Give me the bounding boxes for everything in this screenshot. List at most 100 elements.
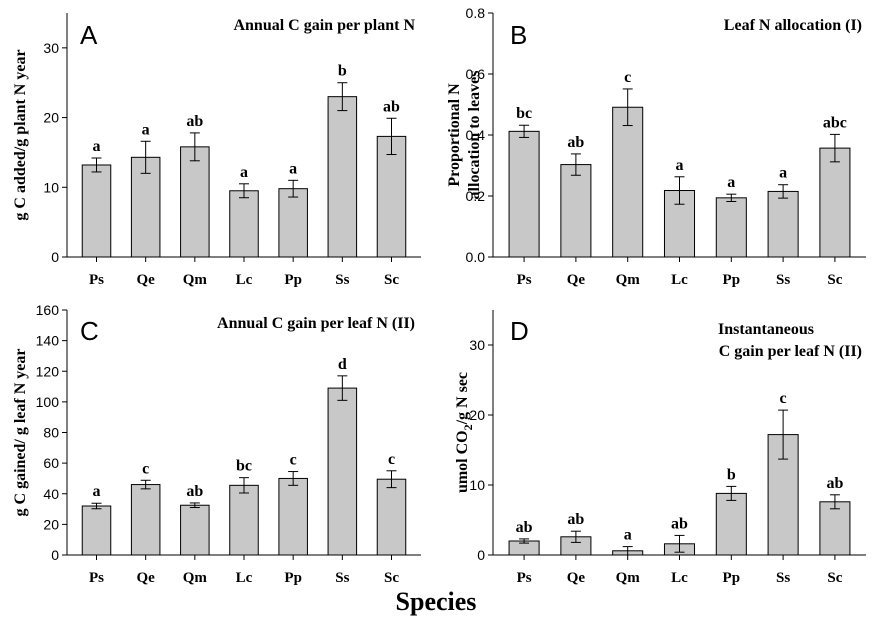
panel-letter: B bbox=[510, 20, 527, 50]
y-tick-label: 10 bbox=[43, 179, 59, 195]
y-tick-label: 0.2 bbox=[466, 188, 486, 204]
y-axis-label-line-1: Proportional N bbox=[446, 83, 463, 187]
significance-label: a bbox=[624, 527, 632, 544]
bar-pp bbox=[715, 197, 747, 258]
y-tick-label: 0.8 bbox=[466, 5, 486, 21]
x-tick-label: Qe bbox=[567, 570, 586, 586]
x-tick-label: Ps bbox=[89, 272, 104, 288]
x-tick-label: Pp bbox=[284, 570, 302, 586]
x-tick-label: Lc bbox=[236, 272, 253, 288]
y-tick-label: 60 bbox=[43, 455, 59, 471]
x-tick-label: Sc bbox=[827, 570, 842, 586]
significance-label: a bbox=[240, 164, 248, 181]
x-tick-label: Sc bbox=[827, 272, 842, 288]
significance-label: abc bbox=[823, 114, 847, 131]
x-tick-label: Pp bbox=[284, 272, 302, 288]
panel-d: 0 10 20 30 Ps ab Qe ab Qm a Lc ab Pp b Ss c Sc ab D Instant… bbox=[454, 310, 866, 586]
x-tick-label: Lc bbox=[236, 570, 253, 586]
panel-letter: C bbox=[80, 316, 99, 346]
x-tick-label: Ss bbox=[335, 272, 349, 288]
significance-label: a bbox=[93, 138, 101, 155]
bar-pp bbox=[278, 188, 308, 258]
bar-ss bbox=[767, 190, 799, 258]
significance-label: c bbox=[388, 451, 395, 468]
significance-label: ab bbox=[671, 515, 688, 532]
significance-label: c bbox=[290, 452, 297, 469]
y-tick-label: 30 bbox=[43, 40, 59, 56]
panel-title: Annual C gain per leaf N (II) bbox=[217, 315, 415, 332]
significance-label: a bbox=[289, 160, 297, 177]
y-axis-label-subscript: 2 bbox=[461, 424, 475, 430]
x-tick-label: Qm bbox=[183, 570, 208, 586]
bar-ps bbox=[508, 130, 540, 258]
bar-qe bbox=[130, 484, 161, 556]
x-tick-label: Qm bbox=[616, 570, 641, 586]
panel-title-line-2: C gain per leaf N (II) bbox=[719, 343, 862, 360]
y-axis-label: g C gained/ g leaf N year bbox=[12, 349, 29, 517]
x-tick-label: Pp bbox=[723, 570, 741, 586]
bar-qm bbox=[612, 106, 644, 258]
y-tick-label: 0 bbox=[477, 547, 485, 563]
y-tick-label: 120 bbox=[36, 363, 60, 379]
panel-title: Leaf N allocation (I) bbox=[724, 17, 862, 34]
x-tick-label: Pp bbox=[723, 272, 741, 288]
bar-lc bbox=[229, 484, 259, 556]
y-tick-label: 140 bbox=[36, 333, 60, 349]
bar-pp bbox=[715, 492, 747, 556]
bar-ps bbox=[81, 164, 112, 258]
y-axis-label-part: umol CO bbox=[454, 430, 471, 493]
significance-label: a bbox=[142, 121, 150, 138]
bar-qe bbox=[560, 164, 592, 258]
panel-letter: A bbox=[80, 20, 98, 50]
significance-label: a bbox=[779, 165, 787, 182]
significance-label: ab bbox=[567, 134, 584, 151]
y-tick-label: 0.6 bbox=[466, 66, 486, 82]
y-axis-label: g C added/g plant N year bbox=[12, 49, 29, 220]
x-tick-label: Qe bbox=[137, 272, 156, 288]
significance-label: ab bbox=[186, 483, 203, 500]
x-tick-label: Ss bbox=[776, 272, 790, 288]
y-tick-label: 80 bbox=[43, 425, 59, 441]
bar-ps bbox=[81, 505, 112, 556]
y-tick-label: 0.4 bbox=[466, 127, 486, 143]
x-tick-label: Qm bbox=[183, 272, 208, 288]
significance-label: ab bbox=[186, 113, 203, 130]
significance-label: ab bbox=[383, 98, 400, 115]
panel-title: Annual C gain per plant N bbox=[233, 17, 415, 34]
bar-sc bbox=[376, 478, 407, 556]
panel-a: 0 10 20 30 Ps a Qe a Qm ab Lc a Pp a Ss b Sc ab A Annual C … bbox=[12, 13, 421, 288]
x-tick-label: Ps bbox=[89, 570, 104, 586]
bar-qm bbox=[180, 504, 210, 556]
significance-label: a bbox=[676, 157, 684, 174]
x-tick-label: Ss bbox=[776, 570, 790, 586]
bar-sc bbox=[376, 135, 407, 258]
significance-label: bc bbox=[236, 458, 252, 475]
y-axis-label: umol CO2/g N sec bbox=[454, 372, 475, 493]
bar-pp bbox=[278, 477, 308, 556]
y-tick-label: 0 bbox=[51, 249, 59, 265]
bar-ss bbox=[327, 96, 358, 258]
significance-label: b bbox=[338, 63, 347, 80]
significance-label: c bbox=[142, 460, 149, 477]
significance-label: c bbox=[780, 390, 787, 407]
y-tick-label: 20 bbox=[43, 516, 59, 532]
significance-label: d bbox=[338, 356, 347, 373]
y-tick-label: 160 bbox=[36, 302, 60, 318]
x-tick-label: Sc bbox=[384, 272, 399, 288]
significance-label: ab bbox=[567, 511, 584, 528]
x-tick-label: Sc bbox=[384, 570, 399, 586]
x-tick-label: Lc bbox=[671, 570, 688, 586]
panel-c: 0 20 40 60 80 100 120 140 160 Ps a Qe c Qm ab Lc bc Pp c Ss… bbox=[12, 302, 421, 586]
x-axis-label: Species bbox=[396, 587, 477, 616]
x-tick-label: Ss bbox=[335, 570, 349, 586]
significance-label: a bbox=[93, 483, 101, 500]
significance-label: bc bbox=[516, 105, 532, 122]
significance-label: b bbox=[727, 466, 736, 483]
panel-b: 0.0 0.2 0.4 0.6 0.8 Ps bc Qe ab Qm c Lc a Pp a Ss a Sc abc… bbox=[446, 5, 866, 288]
significance-label: ab bbox=[826, 475, 843, 492]
y-axis-label-part: /g N sec bbox=[454, 372, 471, 425]
bar-lc bbox=[229, 190, 259, 258]
significance-label: ab bbox=[516, 519, 533, 536]
x-tick-label: Ps bbox=[517, 272, 532, 288]
